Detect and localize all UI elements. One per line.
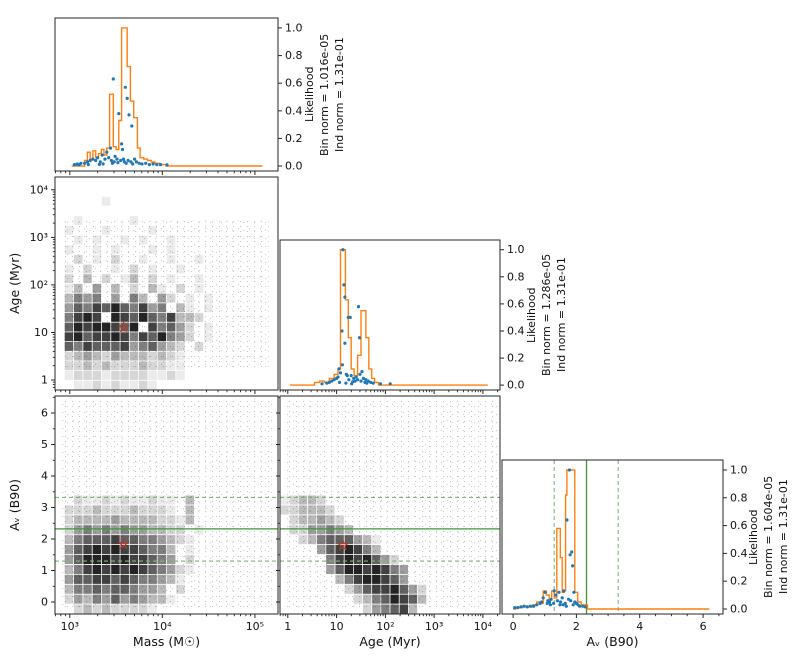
svg-text:10²: 10² <box>376 620 394 633</box>
svg-text:0.8: 0.8 <box>285 49 303 62</box>
svg-text:5: 5 <box>41 438 48 451</box>
y-axis-label-age: Age (Myr) <box>6 177 24 390</box>
svg-text:0.2: 0.2 <box>730 575 748 588</box>
svg-text:1: 1 <box>284 620 291 633</box>
svg-text:10: 10 <box>330 620 344 633</box>
likelihood-label: Likelihood <box>303 66 316 123</box>
svg-text:10³: 10³ <box>30 231 48 244</box>
svg-text:10²: 10² <box>30 278 48 291</box>
svg-text:0.0: 0.0 <box>507 379 525 392</box>
svg-text:0: 0 <box>41 596 48 609</box>
svg-text:3: 3 <box>41 501 48 514</box>
y-axis-label-av: Aᵥ (B90) <box>6 396 24 614</box>
svg-text:0.0: 0.0 <box>285 160 303 173</box>
svg-text:0.8: 0.8 <box>730 491 748 504</box>
svg-text:0.6: 0.6 <box>730 519 748 532</box>
bin-norm-label: Bin norm = 1.016e-05 <box>318 33 331 156</box>
svg-text:1: 1 <box>41 374 48 387</box>
svg-text:2: 2 <box>41 533 48 546</box>
svg-text:0.8: 0.8 <box>507 270 525 283</box>
svg-text:2: 2 <box>573 620 580 633</box>
svg-text:0.6: 0.6 <box>507 297 525 310</box>
panel-age-likelihood: 0.0 0.2 0.4 0.6 0.8 1.0 <box>279 239 525 394</box>
x-axis-label-mass: Mass (M☉) <box>132 634 201 649</box>
svg-text:0.0: 0.0 <box>730 603 748 616</box>
svg-text:10³: 10³ <box>61 620 79 633</box>
x-axis-label-av: Aᵥ (B90) <box>586 634 639 649</box>
likelihood-axis-text-mass: Likelihood Bin norm = 1.016e-05 Ind norm… <box>302 18 354 171</box>
likelihood-axis-text-age: Likelihood Bin norm = 1.286e-05 Ind norm… <box>524 240 576 390</box>
svg-text:1.0: 1.0 <box>730 464 748 477</box>
svg-text:0.4: 0.4 <box>507 325 525 338</box>
panel-av-likelihood: 0 2 4 6 0.0 0.2 0.4 0.6 0.8 1.0 <box>501 459 748 633</box>
svg-text:0.2: 0.2 <box>507 352 525 365</box>
best-fit-star-marker <box>117 537 130 550</box>
x-axis-label-age: Age (Myr) <box>359 634 421 649</box>
likelihood-axis-text-av: Likelihood Bin norm = 1.604e-05 Ind norm… <box>746 460 798 614</box>
best-fit-star-marker <box>117 320 130 333</box>
svg-text:10⁴: 10⁴ <box>474 620 493 633</box>
svg-text:10: 10 <box>34 326 48 339</box>
svg-text:0.4: 0.4 <box>285 104 303 117</box>
y-axis-label-age-text: Age (Myr) <box>7 252 22 315</box>
svg-text:1.0: 1.0 <box>507 243 525 256</box>
likelihood-label: Likelihood <box>525 287 538 343</box>
svg-text:0.2: 0.2 <box>285 132 303 145</box>
panel-av-vs-mass: 10³ 10⁴ 10⁵ 0 1 2 3 4 5 6 <box>41 395 279 633</box>
svg-text:0: 0 <box>510 620 517 633</box>
svg-text:4: 4 <box>41 470 48 483</box>
svg-text:0.4: 0.4 <box>730 547 748 560</box>
ind-norm-label: Ind norm = 1.31e-01 <box>333 37 346 152</box>
svg-text:10⁴: 10⁴ <box>30 183 49 196</box>
panel-age-vs-mass: 1 10 10² 10³ 10⁴ <box>30 176 279 394</box>
y-axis-label-av-text: Aᵥ (B90) <box>7 479 22 531</box>
panel-av-vs-age: 1 10 10² 10³ 10⁴ <box>276 395 501 633</box>
best-fit-star-marker <box>336 538 350 551</box>
panel-mass-likelihood: 0.0 0.2 0.4 0.6 0.8 1.0 <box>54 17 303 175</box>
svg-text:10⁴: 10⁴ <box>153 620 172 633</box>
svg-text:1.0: 1.0 <box>285 21 303 34</box>
bin-norm-label: Bin norm = 1.286e-05 <box>540 253 553 377</box>
svg-text:4: 4 <box>636 620 643 633</box>
svg-text:10³: 10³ <box>425 620 443 633</box>
ind-norm-label: Ind norm = 1.31e-01 <box>555 257 568 373</box>
svg-text:6: 6 <box>41 407 48 420</box>
svg-text:0.6: 0.6 <box>285 77 303 90</box>
svg-text:1: 1 <box>41 564 48 577</box>
bin-norm-label: Bin norm = 1.604e-05 <box>762 475 775 599</box>
likelihood-label: Likelihood <box>747 509 760 565</box>
svg-text:10⁵: 10⁵ <box>246 620 264 633</box>
svg-text:6: 6 <box>700 620 707 633</box>
ind-norm-label: Ind norm = 1.31e-01 <box>777 479 790 595</box>
